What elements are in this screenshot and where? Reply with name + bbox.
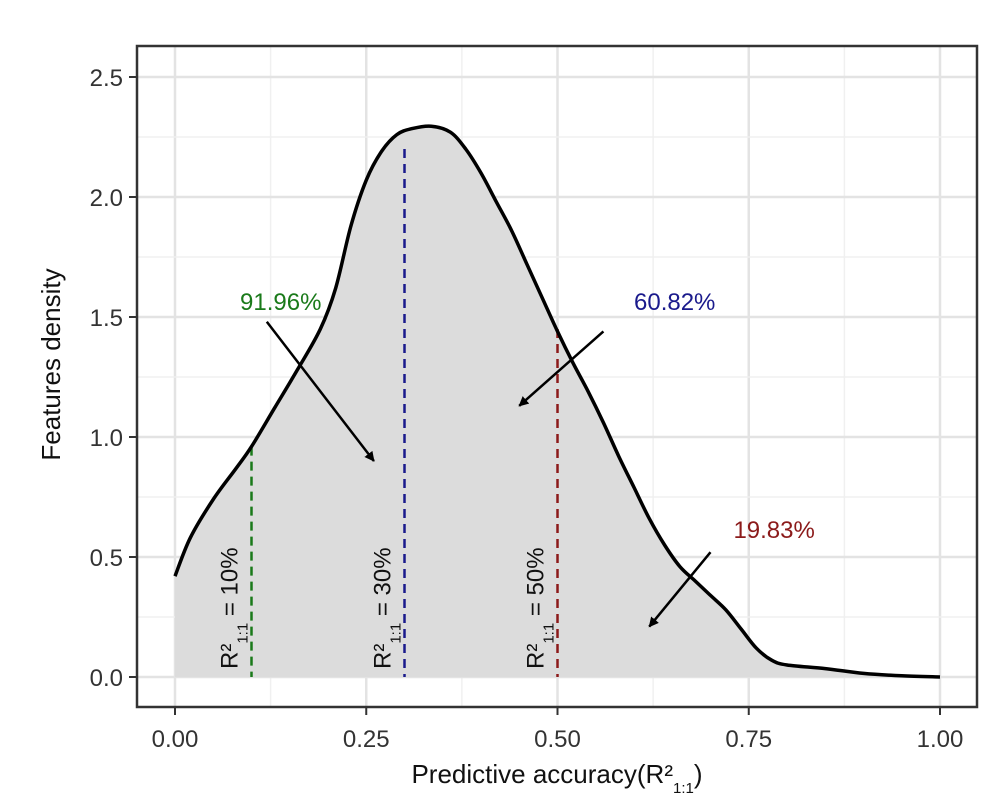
x-axis-ticks: 0.00 0.25 0.50 0.75 1.00 <box>152 707 964 753</box>
threshold-label: R²1:1 = 10% <box>217 547 252 669</box>
annotation-label: 91.96% <box>240 289 321 316</box>
threshold-label-subscript: 1:1 <box>541 623 558 644</box>
y-tick-label: 0.5 <box>90 545 123 572</box>
threshold-label-prefix: R² <box>523 644 550 669</box>
y-tick-label: 0.0 <box>90 665 123 692</box>
x-tick-label: 0.75 <box>725 726 772 753</box>
density-curve <box>173 124 941 679</box>
annotation-arrow <box>265 321 375 462</box>
threshold-label-value: = 30% <box>370 547 397 622</box>
y-tick-label: 2.0 <box>90 185 123 212</box>
annotation-arrow <box>518 330 605 407</box>
x-axis-title-subscript: 1:1 <box>673 780 694 797</box>
threshold-label-value: = 10% <box>217 547 244 622</box>
threshold-label: R²1:1 = 50% <box>523 547 558 669</box>
annotation-label: 60.82% <box>634 289 715 316</box>
threshold-lines: R²1:1 = 10%R²1:1 = 30%R²1:1 = 50% <box>217 149 559 677</box>
x-axis-title: Predictive accuracy(R²1:1) <box>411 759 702 797</box>
threshold-label-subscript: 1:1 <box>235 623 252 644</box>
threshold-label-prefix: R² <box>217 644 244 669</box>
x-tick-label: 0.25 <box>343 726 390 753</box>
x-tick-label: 1.00 <box>917 726 964 753</box>
y-tick-label: 1.0 <box>90 425 123 452</box>
y-axis-ticks: 0.0 0.5 1.0 1.5 2.0 2.5 <box>90 65 137 692</box>
annotation-arrow <box>648 551 712 628</box>
x-tick-label: 0.00 <box>152 726 199 753</box>
x-axis-title-close: ) <box>694 759 703 789</box>
x-axis-title-text: Predictive accuracy(R² <box>411 759 673 789</box>
x-tick-label: 0.50 <box>534 726 581 753</box>
y-axis-title: Features density <box>36 268 66 460</box>
y-tick-label: 1.5 <box>90 305 123 332</box>
threshold-label-value: = 50% <box>523 547 550 622</box>
threshold-label-subscript: 1:1 <box>388 623 405 644</box>
annotation-label: 19.83% <box>733 517 814 544</box>
threshold-label-prefix: R² <box>370 644 397 669</box>
threshold-label: R²1:1 = 30% <box>370 547 405 669</box>
density-area <box>175 126 940 677</box>
annotations: 91.96% 60.82% 19.83% <box>240 289 815 628</box>
y-tick-label: 2.5 <box>90 65 123 92</box>
